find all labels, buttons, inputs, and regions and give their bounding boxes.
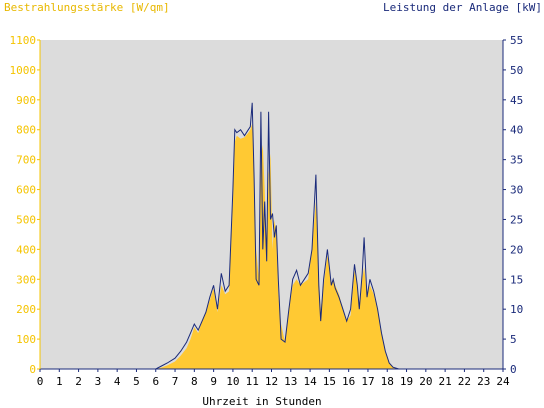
x-tick-label: 16 xyxy=(342,375,355,388)
left-tick-label: 100 xyxy=(16,333,36,346)
left-tick-label: 600 xyxy=(16,184,36,197)
right-tick-label: 25 xyxy=(510,213,523,226)
x-tick-label: 10 xyxy=(226,375,239,388)
irradiance-area-layer xyxy=(40,123,503,369)
x-tick-label: 21 xyxy=(439,375,452,388)
left-tick-label: 800 xyxy=(16,124,36,137)
x-tick-label: 11 xyxy=(246,375,259,388)
x-tick-label: 19 xyxy=(400,375,413,388)
x-tick-label: 17 xyxy=(361,375,374,388)
right-tick-label: 15 xyxy=(510,273,523,286)
x-tick-label: 9 xyxy=(210,375,217,388)
x-tick-label: 1 xyxy=(56,375,63,388)
left-tick-label: 700 xyxy=(16,154,36,167)
left-tick-label: 200 xyxy=(16,303,36,316)
x-tick-label: 3 xyxy=(95,375,102,388)
x-tick-label: 13 xyxy=(284,375,297,388)
x-axis-ticks: 0 1 2 3 4 5 6 7 8 9 10 11 12 13 14 15 16 17 18 19 20 21 22 23 24 xyxy=(37,369,510,388)
x-tick-label: 6 xyxy=(152,375,159,388)
left-tick-label: 900 xyxy=(16,94,36,107)
x-tick-label: 5 xyxy=(133,375,140,388)
right-tick-label: 10 xyxy=(510,303,523,316)
right-tick-label: 45 xyxy=(510,94,523,107)
left-tick-label: 500 xyxy=(16,213,36,226)
right-tick-label: 55 xyxy=(510,34,523,47)
right-tick-label: 5 xyxy=(510,333,517,346)
x-tick-label: 4 xyxy=(114,375,121,388)
left-tick-label: 1100 xyxy=(10,34,37,47)
power-line-layer xyxy=(40,102,503,370)
right-axis-ticks: 0 5 10 15 20 25 30 35 40 45 50 55 xyxy=(503,34,523,376)
x-tick-label: 12 xyxy=(265,375,278,388)
x-tick-label: 23 xyxy=(477,375,490,388)
right-tick-label: 0 xyxy=(510,363,517,376)
right-axis-title: Leistung der Anlage [kW] xyxy=(383,1,542,14)
x-tick-label: 15 xyxy=(323,375,336,388)
x-tick-label: 14 xyxy=(303,375,317,388)
x-tick-label: 24 xyxy=(496,375,510,388)
left-tick-label: 300 xyxy=(16,273,36,286)
x-tick-label: 7 xyxy=(172,375,179,388)
left-tick-label: 0 xyxy=(29,363,36,376)
x-tick-label: 22 xyxy=(458,375,471,388)
x-tick-label: 8 xyxy=(191,375,198,388)
left-axis-title: Bestrahlungsstärke [W/qm] xyxy=(4,1,170,14)
x-tick-label: 0 xyxy=(37,375,44,388)
left-tick-label: 400 xyxy=(16,243,36,256)
x-tick-label: 2 xyxy=(75,375,82,388)
right-tick-label: 50 xyxy=(510,64,523,77)
left-tick-label: 1000 xyxy=(10,64,37,77)
x-axis-label: Uhrzeit in Stunden xyxy=(202,395,321,408)
x-tick-label: 18 xyxy=(381,375,394,388)
x-tick-label: 20 xyxy=(419,375,432,388)
irradiance-area xyxy=(40,123,503,369)
power-line xyxy=(40,102,503,370)
left-axis-ticks: 0 100 200 300 400 500 600 700 800 900 1000 1100 xyxy=(10,34,40,376)
right-tick-label: 40 xyxy=(510,124,523,137)
right-tick-label: 30 xyxy=(510,184,523,197)
right-tick-label: 20 xyxy=(510,243,523,256)
right-tick-label: 35 xyxy=(510,154,523,167)
